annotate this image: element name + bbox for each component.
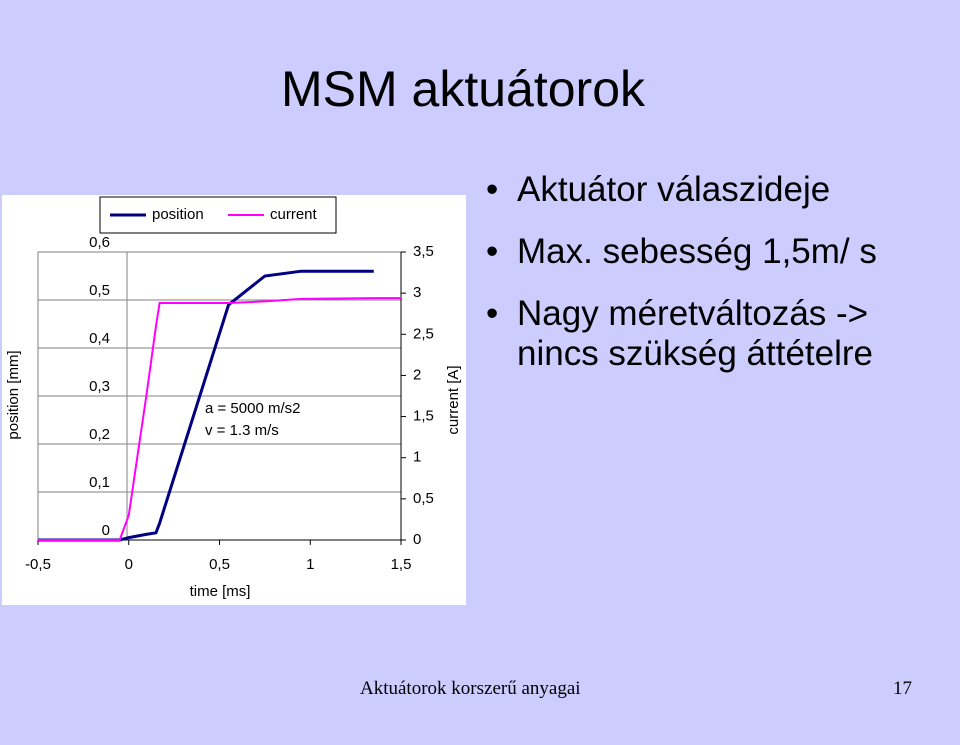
x-tick-label: 1,5: [391, 556, 412, 573]
y2-tick-label: 3,5: [413, 243, 434, 260]
y2-tick-label: 2: [413, 366, 421, 383]
x-tick-label: -0,5: [25, 556, 51, 573]
page-number: 17: [893, 678, 912, 699]
y-tick-label: 0,6: [89, 234, 110, 251]
annotation: a = 5000 m/s2: [205, 400, 300, 417]
y2-tick-label: 1,5: [413, 408, 434, 425]
y2-tick-label: 3: [413, 284, 421, 301]
x-axis-label: time [ms]: [190, 583, 251, 600]
y2-tick-label: 0,5: [413, 490, 434, 507]
slide-title: MSM aktuátorok: [280, 61, 645, 117]
y-tick-label: 0,2: [89, 426, 110, 443]
y-tick-label: 0,5: [89, 282, 110, 299]
annotation: v = 1.3 m/s: [205, 422, 279, 439]
bullet: Aktuátor válaszideje: [486, 170, 926, 210]
y-tick-label: 0: [102, 522, 110, 539]
chart: 0 0,1 0,2 0,3 0,4 0,5 0,6 0 0,5 1 1,5 2 2,5 3 3,5 -0,5 0…: [2, 195, 466, 605]
bullet: Max. sebesség 1,5m/ s: [486, 232, 926, 272]
y-tick-label: 0,4: [89, 330, 110, 347]
x-tick-label: 0: [125, 556, 133, 573]
footer: Aktuátorok korszerű anyagai: [360, 678, 581, 699]
chart-background: [2, 195, 466, 605]
y2-tick-label: 0: [413, 531, 421, 548]
bullet: Nagy méretváltozás -> nincs szükség átté…: [486, 294, 926, 374]
y-axis-label: position [mm]: [5, 350, 22, 439]
x-tick-label: 0,5: [209, 556, 230, 573]
y2-axis-label: current [A]: [445, 365, 462, 434]
bullet-list: Aktuátor válaszideje Max. sebesség 1,5m/…: [486, 170, 926, 396]
series-line: [38, 269, 374, 542]
y-tick-label: 0,3: [89, 378, 110, 395]
y-tick-label: 0,1: [89, 474, 110, 491]
y2-tick-label: 2,5: [413, 325, 434, 342]
legend-label: position: [152, 206, 204, 223]
legend-label: current: [270, 206, 318, 223]
series-line: [38, 297, 401, 541]
y2-tick-label: 1: [413, 449, 421, 466]
x-tick-label: 1: [306, 556, 314, 573]
